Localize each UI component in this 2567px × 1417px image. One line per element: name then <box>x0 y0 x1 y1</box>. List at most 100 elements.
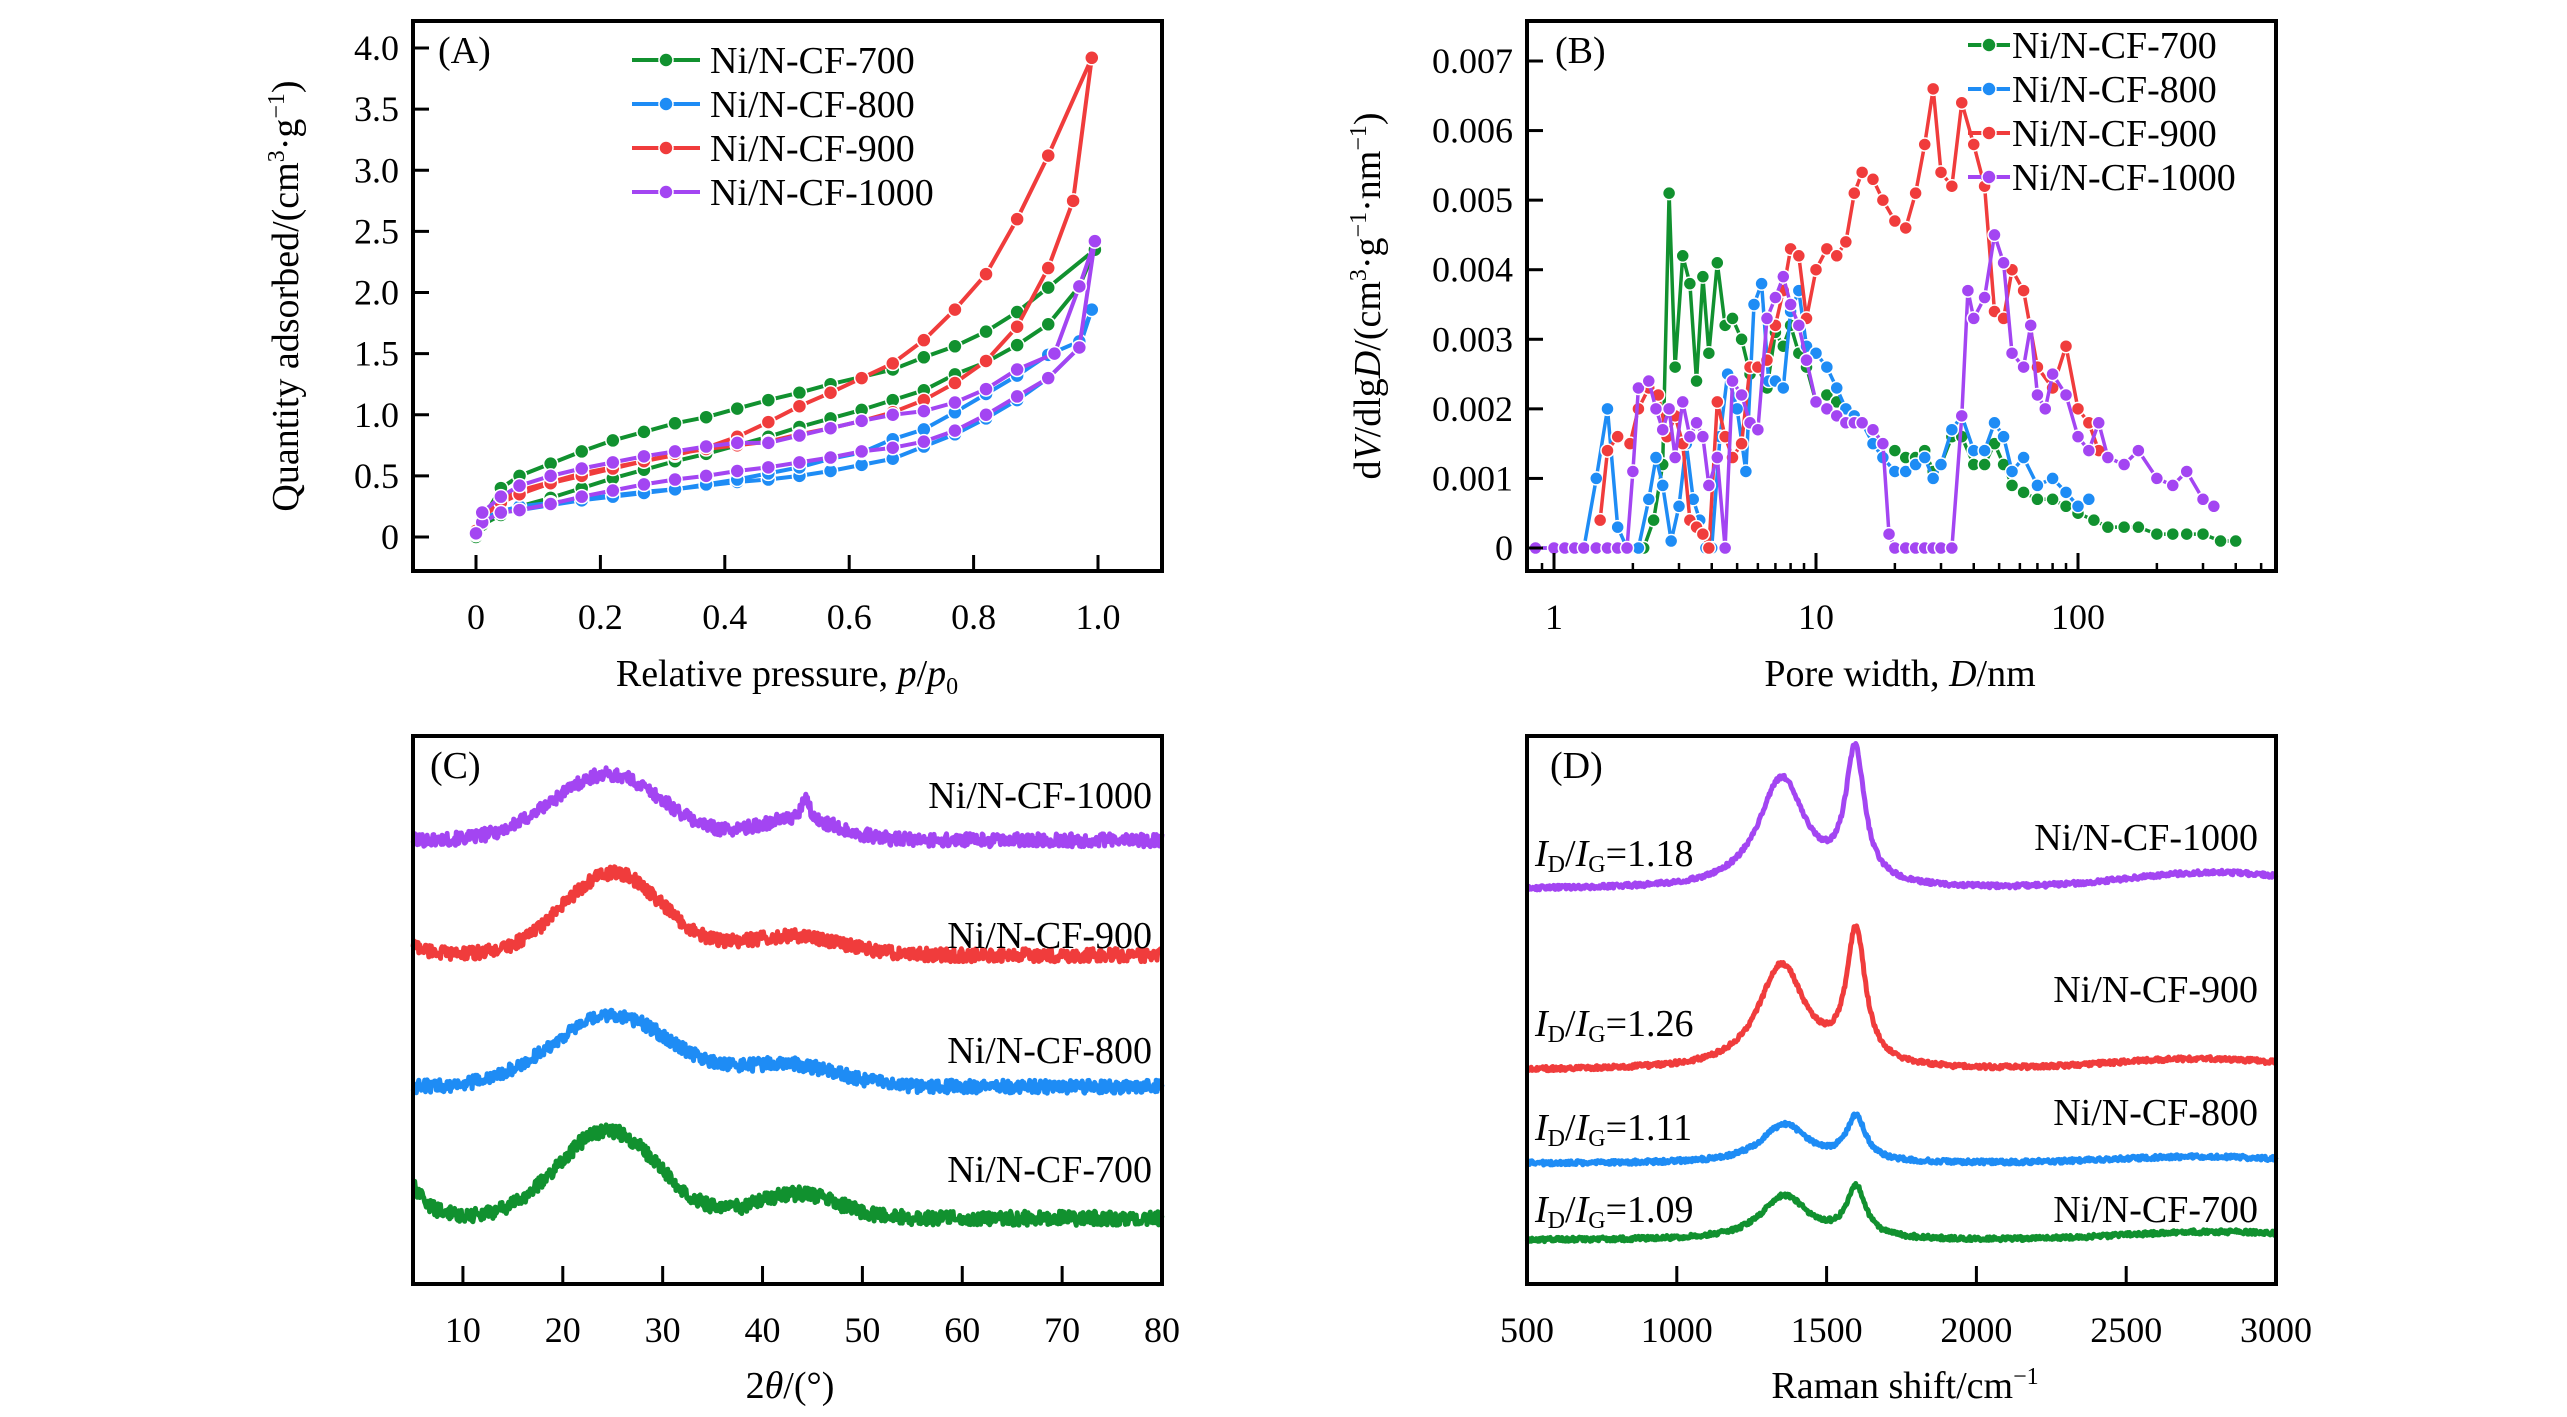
panel-a-legend-label: Ni/N-CF-700 <box>710 40 915 82</box>
panel-b-point-ni-n-cf-800 <box>1987 415 2002 431</box>
panel-b-point-ni-n-cf-1000 <box>1661 401 1677 417</box>
panel-b-point-ni-n-cf-700 <box>2228 533 2243 549</box>
panel-b-point-ni-n-cf-800 <box>1738 464 1754 479</box>
panel-a-point-ni-n-cf-1000 <box>605 454 621 471</box>
panel-b-y-ticks: 0 0.001 0.002 0.003 0.004 0.005 0.006 0.007 <box>1432 41 1543 568</box>
panel-b-point-ni-n-cf-800 <box>1641 492 1657 507</box>
panel-a-point-ni-n-cf-1000 <box>947 394 963 411</box>
panel-b-point-ni-n-cf-1000 <box>1701 478 1717 493</box>
panel-b-point-ni-n-cf-1000 <box>2081 443 2097 458</box>
panel-b-point-ni-n-cf-1000 <box>1776 269 1791 284</box>
panel-b-point-ni-n-cf-1000 <box>1734 387 1749 403</box>
panel-b-point-ni-n-cf-1000 <box>2179 464 2194 479</box>
panel-a-point-ni-n-cf-700 <box>791 384 808 401</box>
panel-b-point-ni-n-cf-700 <box>2195 526 2211 542</box>
panel-b-point-ni-n-cf-800 <box>1808 345 1824 361</box>
panel-b-point-ni-n-cf-1000 <box>2165 478 2181 493</box>
panel-c-curve-label-ni-n-cf-900: Ni/N-CF-900 <box>947 915 1152 957</box>
panel-b-point-ni-n-cf-700 <box>1734 332 1749 347</box>
panel-a-point-ni-n-cf-1000 <box>1087 233 1103 249</box>
panel-b-point-ni-n-cf-1000 <box>2091 415 2106 431</box>
panel-b-point-ni-n-cf-800 <box>1746 297 1762 312</box>
panel-b-point-ni-n-cf-1000 <box>1625 464 1641 479</box>
panel-b-legend-label: Ni/N-CF-700 <box>2012 25 2217 67</box>
panel-c-x-ticks: 10 20 30 40 50 60 70 80 <box>445 1266 1180 1350</box>
panel-c-frame <box>411 734 1164 1286</box>
panel-a-point-ni-n-cf-700 <box>605 432 621 449</box>
panel-a-x-tick-label: 0.8 <box>951 597 996 637</box>
panel-a-point-ni-n-cf-1000 <box>791 427 808 444</box>
panel-b-point-ni-n-cf-1000 <box>2070 429 2086 444</box>
panel-a-point-ni-n-cf-700 <box>1040 316 1056 333</box>
panel-a-legend: Ni/N-CF-700Ni/N-CF-800Ni/N-CF-900Ni/N-CF… <box>632 40 934 214</box>
panel-b-point-ni-n-cf-1000 <box>2206 499 2222 514</box>
panel-a-legend-label: Ni/N-CF-900 <box>710 128 915 170</box>
panel-b-point-ni-n-cf-700 <box>2100 519 2116 535</box>
panel-a-y-tick-label: 0 <box>381 517 399 557</box>
panel-b-point-ni-n-cf-900 <box>1854 165 1870 180</box>
panel-a-label: (A) <box>438 30 491 72</box>
panel-a-x-ticks: 0 0.2 0.4 0.6 0.8 1.0 <box>467 555 1121 637</box>
panel-a-x-axis-title: Relative pressure, p/p0 <box>616 653 958 700</box>
panel-b-point-ni-n-cf-800 <box>1776 380 1791 396</box>
panel-a-point-ni-n-cf-1000 <box>791 454 808 471</box>
panel-d-x-tick-label: 2500 <box>2090 1310 2162 1350</box>
panel-a-point-ni-n-cf-1000 <box>667 443 683 460</box>
panel-d-raman: (D) 500 1000 1500 2000 2500 3000 Ni/N-CF-1000… <box>1500 734 2312 1407</box>
panel-c-xrd: (C) 10 20 30 40 50 60 70 80 Ni/N-CF-1000Ni/N-CF… <box>410 734 1180 1407</box>
panel-d-id-ig-ratio-ni-n-cf-1000: ID/IG=1.18 <box>1534 833 1694 878</box>
panel-b-x-tick-label: 10 <box>1798 597 1834 637</box>
panel-a-point-ni-n-cf-900 <box>1009 211 1025 227</box>
panel-a-point-ni-n-cf-900 <box>1009 318 1025 335</box>
panel-c-x-tick-label: 20 <box>545 1310 581 1350</box>
panel-a-point-ni-n-cf-700 <box>947 338 963 355</box>
panel-b-point-ni-n-cf-1000 <box>1641 373 1657 389</box>
panel-b-point-ni-n-cf-1000 <box>1799 352 1814 368</box>
panel-c-x-tick-label: 70 <box>1044 1310 1080 1350</box>
panel-b-point-ni-n-cf-1000 <box>2045 366 2060 382</box>
panel-b-point-ni-n-cf-1000 <box>2004 345 2020 361</box>
panel-b-point-ni-n-cf-1000 <box>1619 540 1635 556</box>
panel-d-curve-label-ni-n-cf-1000: Ni/N-CF-1000 <box>2034 817 2258 859</box>
panel-a-point-ni-n-cf-1000 <box>698 438 714 455</box>
panel-c-x-tick-label: 50 <box>844 1310 880 1350</box>
panel-b-point-ni-n-cf-800 <box>1933 457 1949 472</box>
panel-b-point-ni-n-cf-800 <box>1754 276 1769 291</box>
panel-a-point-ni-n-cf-700 <box>1009 337 1025 353</box>
panel-b-point-ni-n-cf-900 <box>1898 220 1913 236</box>
panel-c-series-ni-n-cf-1000 <box>410 765 1165 850</box>
panel-a-point-ni-n-cf-1000 <box>729 435 745 451</box>
panel-b-point-ni-n-cf-1000 <box>1717 540 1733 556</box>
panel-b-point-ni-n-cf-1000 <box>1977 290 1992 305</box>
panel-b-point-ni-n-cf-900 <box>1819 241 1835 257</box>
panel-b-point-ni-n-cf-700 <box>2165 526 2181 542</box>
panel-a-isotherm: (A) 0 0.2 0.4 0.6 0.8 1.0 0 0.5 1.0 1.5 2.0 2.5 3.0… <box>264 19 1164 700</box>
panel-b-point-ni-n-cf-700 <box>2016 485 2031 500</box>
panel-b-x-ticks: 1 10 100 <box>1540 553 2263 637</box>
panel-a-point-ni-n-cf-700 <box>667 415 683 432</box>
panel-a-x-tick-label: 0.6 <box>827 597 872 637</box>
panel-b-point-ni-n-cf-900 <box>1875 192 1891 208</box>
panel-a-point-ni-n-cf-1000 <box>978 407 994 423</box>
panel-b-point-ni-n-cf-700 <box>1725 311 1740 326</box>
panel-b-point-ni-n-cf-1000 <box>2100 450 2116 465</box>
panel-a-point-ni-n-cf-1000 <box>822 449 839 466</box>
panel-b-point-ni-n-cf-1000 <box>1875 436 1891 451</box>
panel-b-point-ni-n-cf-900 <box>2070 401 2086 417</box>
panel-b-point-ni-n-cf-1000 <box>1750 422 1766 437</box>
panel-a-point-ni-n-cf-700 <box>916 349 932 366</box>
panel-b-point-ni-n-cf-900 <box>1808 262 1824 277</box>
panel-b-point-ni-n-cf-800 <box>1829 380 1844 396</box>
panel-b-point-ni-n-cf-1000 <box>1648 401 1664 417</box>
panel-b-x-axis-title: Pore width, D/nm <box>1764 653 2035 695</box>
panel-a-x-tick-label: 0.2 <box>578 597 623 637</box>
panel-b-point-ni-n-cf-900 <box>2058 338 2074 354</box>
panel-d-id-ig-ratio-ni-n-cf-700: ID/IG=1.09 <box>1534 1189 1694 1234</box>
panel-a-point-ni-n-cf-700 <box>573 443 590 460</box>
panel-a-y-tick-label: 2.5 <box>354 211 399 251</box>
panel-b-y-tick-label: 0.003 <box>1432 319 1513 359</box>
panel-a-point-ni-n-cf-1000 <box>474 504 490 521</box>
panel-b-point-ni-n-cf-700 <box>2086 512 2102 528</box>
panel-b-legend-marker <box>1981 81 1997 97</box>
panel-b-point-ni-n-cf-1000 <box>1944 540 1960 556</box>
